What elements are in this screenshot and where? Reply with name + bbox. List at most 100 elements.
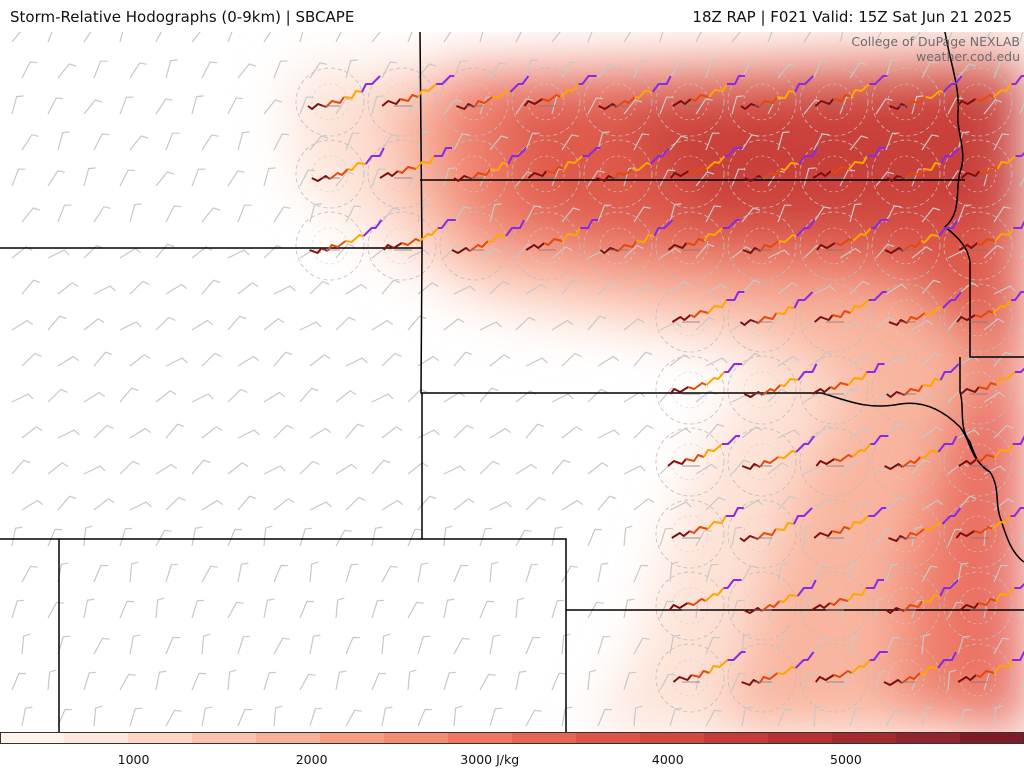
hodograph-ring [799, 499, 869, 569]
colorbar-tick-label: 2000 [295, 752, 328, 767]
wind-barb [237, 355, 260, 367]
hodograph-segment [1012, 435, 1024, 445]
hodograph-segment [901, 456, 922, 468]
wind-barb [47, 97, 64, 115]
wind-barb [489, 427, 512, 439]
wind-barb [957, 131, 970, 151]
wind-barb [525, 636, 541, 655]
wind-barb [83, 391, 106, 403]
wind-barb [155, 670, 167, 691]
wind-barb [11, 168, 26, 187]
hodograph [744, 147, 818, 182]
wind-barb [803, 244, 824, 259]
hodograph [888, 507, 962, 542]
wind-barb [695, 243, 715, 259]
colorbar-swatch [576, 732, 641, 744]
wind-barb [849, 501, 872, 511]
wind-barb [453, 133, 470, 151]
wind-barb [921, 499, 944, 511]
hodograph [669, 363, 743, 395]
hodograph-ring [655, 643, 725, 713]
hodograph-segment [617, 240, 638, 252]
wind-barb [597, 204, 612, 223]
wind-barb [237, 429, 260, 439]
hodograph-ring-inner [671, 659, 709, 697]
hodograph [884, 219, 958, 254]
hodograph-ring [799, 355, 869, 425]
wind-barb [11, 599, 25, 619]
wind-barb [417, 282, 439, 295]
hodograph [889, 75, 963, 110]
wind-barb [371, 393, 394, 403]
wind-barb [669, 62, 687, 79]
hodograph-ring [583, 139, 653, 209]
wind-barb [93, 351, 113, 367]
wind-barb [345, 132, 360, 151]
hodograph-segment [326, 240, 347, 252]
wind-barb [947, 32, 953, 43]
hodograph-segment [795, 219, 816, 237]
wind-barb [47, 249, 70, 259]
wind-barb [263, 525, 273, 547]
hodograph-segment [941, 507, 962, 525]
hodograph-ring [871, 427, 941, 497]
wind-barb [155, 390, 177, 403]
hodograph [815, 651, 888, 683]
wind-barb [309, 62, 327, 79]
wind-barb [165, 205, 182, 223]
wind-barb [561, 207, 581, 223]
wind-barb [813, 564, 829, 583]
hodograph-segment [758, 96, 778, 108]
wind-barb [849, 634, 861, 655]
wind-barb [309, 354, 331, 367]
hodograph-ring [799, 571, 869, 641]
hodograph-segment [920, 234, 940, 243]
wind-barb [263, 318, 285, 331]
hodograph-segment [851, 659, 871, 674]
hodograph-ring-inner [887, 155, 925, 193]
wind-barb [669, 427, 692, 439]
hodograph-ring [655, 283, 725, 353]
wind-barb [57, 355, 80, 367]
wind-barb [443, 598, 455, 619]
hodograph-ring [799, 211, 869, 281]
wind-barb [993, 60, 1008, 79]
wind-barb [551, 319, 574, 331]
hodograph-segment [704, 587, 725, 602]
wind-barb [839, 387, 859, 403]
hodograph-segment [811, 602, 831, 611]
wind-barb [381, 352, 402, 367]
hodograph-segment [705, 371, 725, 386]
wind-barb [741, 134, 759, 151]
wind-barb [237, 63, 257, 79]
wind-barb [669, 203, 682, 223]
model-valid-time: 18Z RAP | F021 Valid: 15Z Sat Jun 21 202… [692, 8, 1012, 26]
hodograph-segment [397, 166, 417, 174]
wind-barb [551, 32, 561, 43]
wind-barb [705, 59, 718, 79]
wind-barb [849, 62, 867, 79]
wind-barb [813, 133, 830, 151]
wind-barb [227, 97, 244, 115]
hodograph [814, 291, 887, 323]
wind-barb [83, 99, 103, 115]
hodograph-ring-inner [743, 83, 781, 121]
wind-barb [813, 424, 834, 439]
hodograph-segment [866, 363, 885, 373]
hodograph-segment [726, 291, 745, 301]
wind-barb [983, 244, 1004, 259]
hodograph-ring-inner [743, 227, 781, 265]
hodograph-ring [943, 67, 1013, 137]
credit-line-1: College of DuPage NEXLAB [851, 34, 1020, 49]
hodograph-segment [724, 363, 743, 373]
wind-barb [587, 170, 605, 187]
hodograph-segment [667, 242, 688, 251]
wind-barb [299, 387, 319, 403]
hodograph-ring-inner [815, 371, 853, 409]
hodograph-segment [561, 227, 582, 242]
wind-barb [371, 95, 384, 115]
wind-barb [191, 246, 213, 259]
wind-barb [93, 424, 114, 439]
wind-barb [561, 134, 579, 151]
wind-barb [191, 168, 206, 187]
